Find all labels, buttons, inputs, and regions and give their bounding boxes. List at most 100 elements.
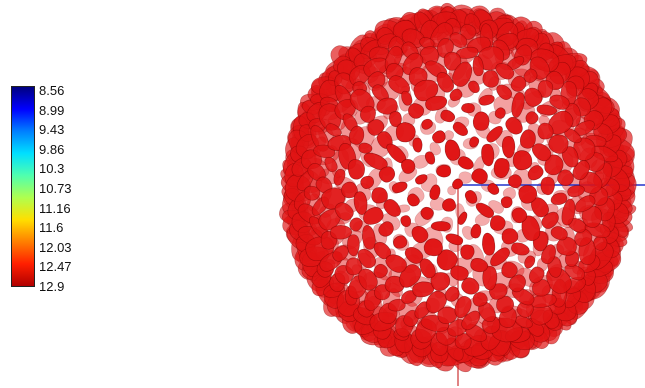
particle-blob (523, 68, 538, 83)
particle-blob (525, 111, 539, 125)
particle-blob (482, 70, 499, 88)
particle-blob (401, 90, 413, 106)
particle-blob (373, 263, 388, 279)
colorbar-tick-label: 11.16 (39, 200, 71, 216)
particle-blob (363, 152, 388, 171)
particle-blob (454, 296, 472, 319)
particle-blob (401, 159, 416, 174)
particle-blob (360, 105, 376, 123)
particle-blob (519, 129, 536, 149)
colorbar-tick-label: 10.73 (39, 181, 72, 196)
particle-blob (349, 217, 363, 232)
particle-blob (490, 247, 510, 267)
particle-blob (574, 228, 593, 247)
particle-blob (358, 142, 373, 154)
particle-blob (412, 281, 435, 298)
particle-blob (419, 258, 436, 279)
particle-blob (348, 125, 365, 145)
particle-blob (478, 94, 495, 106)
particle-blob (529, 266, 545, 284)
particle-blob (373, 241, 392, 260)
particle-blob (385, 254, 407, 273)
particle-blob (544, 154, 564, 176)
particle-blob (495, 63, 515, 80)
particle-blob (360, 175, 375, 190)
particle-blob (486, 125, 503, 143)
particle-blob (496, 84, 513, 100)
particle-blob (516, 300, 534, 318)
particle-blob (510, 75, 527, 92)
isosurface-render (279, 2, 645, 386)
particle-blob (496, 295, 515, 313)
particle-blob (450, 265, 469, 281)
particle-blob (461, 310, 481, 331)
particle-blob (511, 242, 530, 256)
particle-blob (548, 134, 569, 154)
particle-blob (556, 236, 577, 256)
particle-blob (592, 235, 608, 251)
particle-blob (549, 94, 570, 110)
particle-blob (541, 244, 556, 265)
particle-blob (445, 233, 464, 246)
particle-blob (425, 95, 448, 111)
particle-blob (376, 97, 398, 115)
particle-blob (391, 181, 408, 194)
colorbar-tick-label: 9.86 (39, 141, 65, 157)
particle-blob (501, 228, 519, 245)
particle-blob (511, 207, 528, 224)
particle-blob (475, 202, 495, 218)
particle-blob (511, 92, 525, 118)
particle-blob (393, 235, 408, 249)
particle-blob (512, 150, 533, 171)
particle-blob (527, 165, 544, 181)
particle-blob (367, 119, 385, 136)
particle-blob (567, 185, 585, 198)
particle-blob (472, 111, 490, 131)
particle-blob (561, 198, 576, 226)
particle-blob (430, 272, 451, 291)
particle-blob (493, 158, 510, 179)
particle-blob (481, 143, 495, 167)
particle-blob (550, 192, 568, 205)
particle-blob (412, 137, 423, 153)
particle-blob (444, 139, 461, 161)
particle-blob (334, 202, 354, 221)
particle-blob (324, 156, 338, 173)
particle-blob (333, 168, 346, 186)
particle-blob (457, 156, 474, 170)
particle-blob (371, 187, 388, 204)
particle-blob (537, 122, 554, 140)
particle-blob (540, 176, 555, 196)
particle-blob (407, 193, 420, 207)
particle-blob (472, 292, 488, 307)
particle-blob (400, 215, 412, 227)
colorbar-tick-label: 10.3 (39, 161, 65, 177)
colorbar-tick-label: 8.56 (39, 83, 65, 98)
colorbar-tick-label: 9.43 (39, 122, 65, 138)
particle-blob (341, 181, 358, 199)
colorbar-tick-label: 11.6 (39, 220, 64, 236)
particle-blob (421, 118, 433, 130)
particle-blob (353, 191, 368, 215)
particle-blob (557, 169, 574, 187)
particle-blob (436, 72, 454, 93)
particle-blob (464, 190, 478, 204)
particle-blob (383, 199, 401, 217)
colorbar-tick-label: 12.03 (39, 239, 72, 255)
3d-viewport[interactable] (270, 0, 645, 388)
particle-blob (521, 215, 541, 241)
particle-blob (415, 174, 428, 185)
colorbar-legend: 8.56 8.99 9.43 9.86 10.3 10.73 11.16 11.6 12.03 1… (8, 83, 88, 294)
particle-blob (362, 225, 376, 250)
particle-blob (389, 111, 402, 128)
particle-blob (501, 136, 516, 159)
particle-blob (531, 197, 549, 218)
particle-blob (564, 128, 582, 144)
particle-blob (425, 290, 447, 314)
particle-blob (395, 122, 416, 143)
particle-blob (429, 184, 441, 200)
particle-blob (524, 87, 543, 107)
particle-blob (452, 61, 473, 87)
particle-blob (490, 215, 506, 231)
particle-blob (420, 206, 434, 220)
